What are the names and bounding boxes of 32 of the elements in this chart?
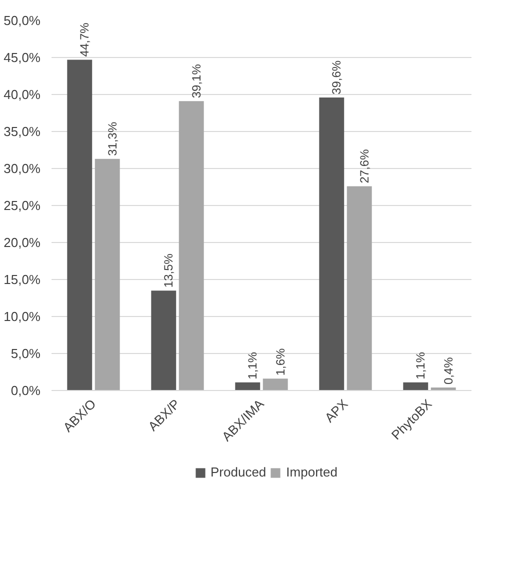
bar [346,186,372,390]
bar [235,382,260,390]
data-label: 1,1% [414,352,428,380]
data-label: 1,1% [246,352,260,380]
data-label: 27,6% [357,148,372,184]
y-tick-label: 40,0% [4,87,41,102]
y-tick-label: 45,0% [4,50,41,65]
y-tick-label: 25,0% [4,198,41,213]
data-label: 31,3% [105,122,120,156]
bar [178,101,204,390]
y-tick-label: 50,0% [4,13,41,28]
y-tick-label: 15,0% [4,272,41,287]
y-tick-label: 20,0% [4,235,41,250]
y-tick-label: 5,0% [10,346,41,361]
y-tick-label: 35,0% [4,124,41,139]
legend-label: Imported [286,464,338,480]
data-label: 0,4% [441,356,456,385]
y-tick-label: 10,0% [4,309,41,324]
data-label: 13,5% [162,253,176,288]
data-label: 39,6% [330,60,344,94]
bar [94,158,120,390]
y-tick-label: 0,0% [10,383,41,398]
bar [67,60,92,390]
y-tick-label: 30,0% [4,161,41,176]
data-label: 44,7% [78,22,92,57]
bar [262,378,288,390]
data-label: 39,1% [189,64,204,98]
bar [151,290,176,390]
bar [319,97,344,390]
legend-label: Produced [210,464,266,480]
bar [403,382,428,390]
data-label: 1,6% [273,348,288,376]
